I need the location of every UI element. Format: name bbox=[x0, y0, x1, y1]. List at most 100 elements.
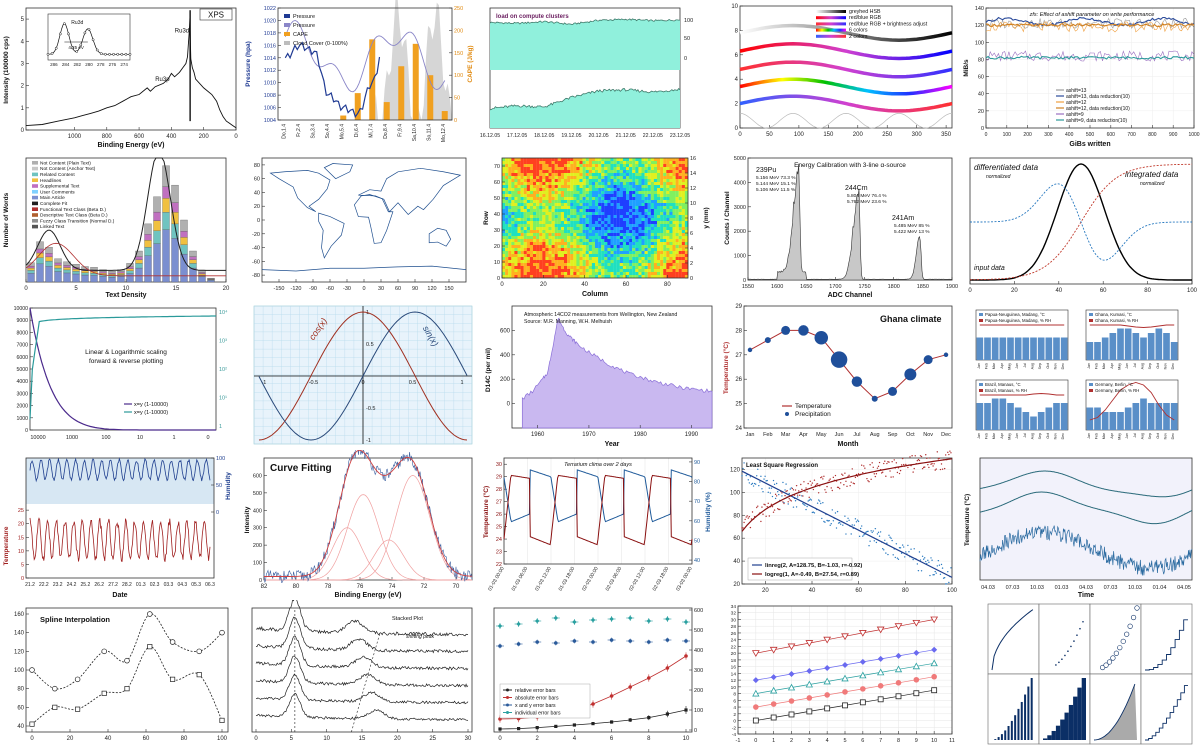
precipitation-marker bbox=[888, 386, 898, 396]
logreg-point bbox=[884, 460, 886, 462]
heatmap-cell bbox=[622, 221, 627, 225]
logreg-point bbox=[811, 482, 814, 484]
logreg-point bbox=[763, 503, 765, 505]
heatmap-cell bbox=[647, 266, 651, 270]
heatmap-cell bbox=[520, 263, 524, 267]
humidity-bar bbox=[1124, 407, 1132, 430]
logreg-point bbox=[943, 467, 946, 470]
heatmap-cell bbox=[536, 188, 540, 192]
heatmap-cell bbox=[613, 233, 617, 237]
fit-component bbox=[264, 475, 473, 581]
heatmap-cell bbox=[523, 266, 527, 270]
heatmap-cell bbox=[660, 260, 664, 264]
heatmap-cell bbox=[579, 209, 583, 213]
heatmap-cell bbox=[508, 179, 512, 183]
heatmap-cell bbox=[542, 251, 546, 255]
heatmap-cell bbox=[647, 272, 651, 276]
heatmap-cell bbox=[536, 266, 540, 270]
heatmap-cell bbox=[505, 263, 509, 267]
heatmap-cell bbox=[678, 275, 682, 279]
heatmap-cell bbox=[588, 263, 592, 267]
heatmap-cell bbox=[604, 215, 608, 219]
heatmap-cell bbox=[526, 188, 530, 192]
logreg-point bbox=[928, 466, 930, 469]
heatmap-cell bbox=[632, 239, 636, 243]
logreg-point bbox=[789, 499, 791, 501]
heatmap-cell bbox=[579, 236, 583, 240]
logreg-point bbox=[940, 463, 943, 465]
heatmap-cell bbox=[678, 266, 682, 270]
heatmap-cell bbox=[573, 275, 577, 279]
chart-title: Energy Calibration with 3-line α-source bbox=[794, 162, 906, 169]
heatmap-cell bbox=[644, 179, 648, 183]
heatmap-cell bbox=[585, 194, 589, 198]
heatmap-cell bbox=[517, 176, 521, 180]
humidity-bar bbox=[1045, 337, 1053, 360]
heatmap-cell bbox=[539, 260, 543, 264]
heatmap-cell bbox=[638, 224, 642, 228]
heatmap-cell bbox=[514, 170, 518, 174]
heatmap-cell bbox=[514, 176, 518, 180]
heatmap-cell bbox=[557, 212, 561, 216]
heatmap-cell bbox=[629, 242, 633, 246]
data-point bbox=[647, 640, 651, 644]
temperature-line bbox=[1089, 382, 1175, 421]
logreg-point bbox=[861, 464, 863, 466]
heatmap-cell bbox=[545, 185, 549, 189]
heatmap-cell bbox=[591, 218, 596, 222]
curve-label: input data bbox=[974, 265, 1005, 272]
heatmap-cell bbox=[560, 260, 565, 264]
heatmap-cell bbox=[641, 191, 645, 195]
heatmap-cell bbox=[604, 263, 608, 267]
mini-dot bbox=[1082, 620, 1084, 623]
heatmap-cell bbox=[517, 161, 521, 165]
heatmap-cell bbox=[517, 215, 521, 219]
heatmap-cell bbox=[641, 251, 645, 255]
plot-frame bbox=[739, 5, 953, 129]
heatmap-cell bbox=[653, 242, 658, 246]
heatmap-cell bbox=[520, 257, 524, 261]
heatmap-cell bbox=[641, 260, 645, 264]
y-tick-label: 1006 bbox=[264, 106, 276, 112]
x-tick-label: 30 bbox=[465, 736, 472, 742]
x-tick-label: 1990 bbox=[685, 432, 699, 438]
linreg-point bbox=[945, 583, 947, 585]
heatmap-cell bbox=[595, 260, 599, 264]
inset-point bbox=[95, 48, 99, 52]
heatmap-cell bbox=[567, 248, 571, 252]
mini-circle bbox=[1106, 659, 1113, 665]
y-axis-label: Humidity bbox=[225, 472, 232, 500]
x-tick-label: 22.2 bbox=[39, 582, 49, 588]
heatmap-cell bbox=[533, 203, 537, 207]
heatmap-cell bbox=[533, 194, 537, 198]
data-point bbox=[591, 722, 595, 726]
heatmap-cell bbox=[573, 173, 577, 177]
heatmap-cell bbox=[601, 182, 605, 186]
y-tick-label: -40 bbox=[252, 246, 260, 252]
heatmap-cell bbox=[585, 164, 589, 168]
heatmap-cell bbox=[579, 275, 583, 279]
data-point bbox=[101, 648, 107, 655]
stacked-bar-segment bbox=[27, 270, 35, 274]
heatmap-cell bbox=[591, 173, 596, 177]
heatmap-cell bbox=[588, 221, 592, 225]
linreg-point bbox=[859, 527, 862, 530]
heatmap-cell bbox=[533, 173, 537, 177]
heatmap-cell bbox=[564, 200, 568, 204]
y-axis-label: CAPE (J/kg) bbox=[467, 45, 474, 82]
heatmap-cell bbox=[579, 218, 583, 222]
heatmap-cell bbox=[638, 176, 642, 180]
heatmap-cell bbox=[514, 167, 518, 171]
plot-frame bbox=[979, 457, 1193, 581]
y-tick-label: 0 bbox=[454, 118, 457, 124]
heatmap-cell bbox=[638, 230, 642, 234]
heatmap-cell bbox=[669, 215, 673, 219]
legend-swatch bbox=[1089, 319, 1093, 322]
heatmap-cell bbox=[508, 182, 512, 186]
marker bbox=[806, 708, 813, 715]
logreg-point bbox=[775, 495, 778, 497]
heatmap-cell bbox=[635, 260, 639, 264]
heatmap-cell bbox=[619, 209, 623, 213]
heatmap-cell bbox=[644, 206, 648, 210]
heatmap-cell bbox=[650, 266, 654, 270]
